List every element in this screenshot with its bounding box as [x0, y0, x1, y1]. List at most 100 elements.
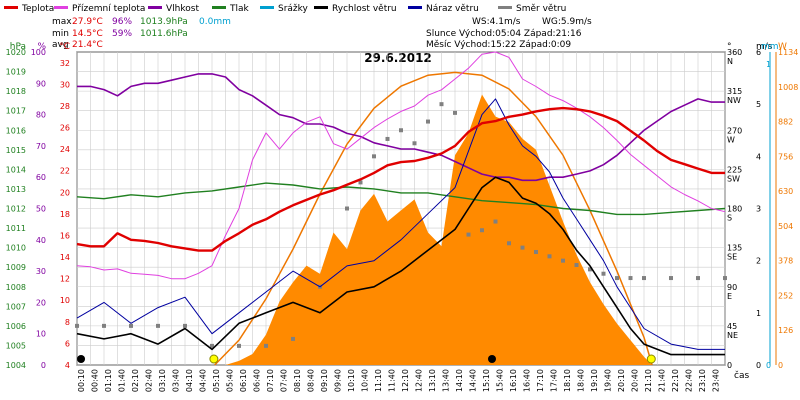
temperature-axis-tick-label: 10 — [60, 296, 70, 305]
radiation-tick-label: 0 — [778, 361, 783, 370]
direction-compass-label: S — [727, 214, 732, 223]
legend-label-srazky: Srážky — [278, 4, 309, 14]
wind-direction-point — [561, 258, 565, 263]
humidity-axis-tick-label: 20 — [36, 298, 46, 307]
wind-direction-point — [412, 141, 417, 146]
legend-label-teplota: Teplota — [21, 4, 54, 14]
x-tick-label: 19:10 — [590, 369, 599, 392]
temperature-axis-tick-label: 12 — [60, 275, 70, 284]
pressure-axis-tick-label: 1019 — [6, 68, 26, 77]
legend-label-tlak: Tlak — [229, 4, 250, 14]
radiation-tick-label: 126 — [778, 326, 793, 335]
direction-compass-label: SW — [727, 174, 740, 183]
wind-direction-point — [183, 323, 187, 328]
x-tick-label: 09:10 — [320, 369, 329, 392]
legend-swatch-rychlost — [314, 6, 328, 9]
x-tick-label: 20:10 — [617, 369, 626, 392]
temperature-axis-tick-label: 16 — [60, 231, 70, 240]
x-tick-label: 07:10 — [266, 369, 275, 392]
legend-label-smer: Směr větru — [516, 4, 566, 14]
wind-direction-point — [358, 180, 363, 185]
series-vlhkost — [77, 73, 725, 182]
wind-direction-point — [480, 228, 484, 233]
wind-direction-point — [156, 323, 160, 328]
sunrise-marker — [209, 354, 219, 364]
temperature-axis-tick-label: 32 — [60, 59, 70, 68]
stat-max-press: 1013.9hPa — [140, 17, 188, 27]
legend-swatch-vlhkost — [148, 6, 162, 9]
pressure-axis-tick-label: 1008 — [6, 283, 26, 292]
wind-direction-point — [453, 110, 457, 115]
humidity-axis-title: % — [37, 42, 46, 52]
wind-direction-point — [237, 343, 241, 348]
radiation-tick-label: 378 — [778, 257, 793, 266]
radiation-axis-title: W — [778, 42, 787, 52]
x-tick-label: 11:40 — [388, 369, 397, 392]
legend-label-prizemni: Přízemní teplota — [72, 4, 145, 14]
wind-direction-point — [574, 263, 579, 268]
temperature-axis-tick-label: 20 — [60, 188, 70, 197]
x-tick-label: 02:40 — [145, 369, 154, 392]
legend-swatch-smer — [498, 6, 512, 9]
humidity-axis-tick-label: 50 — [36, 205, 46, 214]
temperature-axis-tick-label: 8 — [65, 318, 70, 327]
wind-direction-point — [75, 323, 79, 328]
legend-swatch-tlak — [212, 6, 226, 9]
x-tick-label: 18:40 — [577, 369, 586, 392]
x-tick-label: 01:10 — [104, 369, 113, 392]
pressure-axis-tick-label: 1006 — [6, 322, 26, 331]
x-tick-label: 12:40 — [415, 369, 424, 392]
temperature-axis-tick-label: 14 — [60, 253, 70, 262]
pressure-axis-tick-label: 1013 — [6, 185, 26, 194]
legend-label-vlhkost: Vlhkost — [166, 4, 199, 14]
x-tick-label: 21:40 — [658, 369, 667, 392]
temperature-axis-tick-label: 24 — [60, 145, 70, 154]
radiation-tick-label: 1008 — [778, 83, 798, 92]
wind-direction-point — [102, 323, 106, 328]
radiation-theoretical-line — [214, 71, 653, 366]
radiation-tick-label: 756 — [778, 152, 793, 161]
stat-min-hum: 59% — [112, 29, 132, 39]
stat-moon: Měsíc Východ:15:22 Západ:0:09 — [426, 40, 571, 50]
direction-tick-label: 90 — [727, 283, 737, 292]
x-tick-label: 11:10 — [374, 369, 383, 392]
wind-direction-point — [723, 276, 727, 281]
radiation-tick-label: 504 — [778, 222, 793, 231]
legend-swatch-teplota — [4, 6, 18, 9]
x-tick-label: 06:10 — [239, 369, 248, 392]
x-tick-label: 23:40 — [712, 369, 721, 392]
humidity-axis-tick-label: 80 — [36, 111, 46, 120]
chart-date-title: 29.6.2012 — [364, 51, 432, 65]
stat-sun: Slunce Východ:05:04 Západ:21:16 — [426, 29, 582, 39]
direction-tick-label: 180 — [727, 205, 742, 214]
x-tick-label: 05:40 — [226, 369, 235, 392]
x-tick-label: 00:40 — [91, 369, 100, 392]
wind-direction-point — [372, 154, 376, 159]
wind-direction-point — [615, 276, 619, 281]
radiation-tick-label: 1134 — [778, 48, 798, 57]
moonset-marker — [77, 355, 86, 363]
rain-axis-title: mm — [761, 42, 779, 52]
x-tick-label: 21:10 — [644, 369, 653, 392]
wind-direction-point — [696, 276, 700, 281]
series-rychlost — [76, 176, 725, 356]
x-tick-label: 03:40 — [172, 369, 181, 392]
x-tick-label: 13:10 — [428, 369, 437, 392]
pressure-axis-tick-label: 1018 — [6, 87, 26, 96]
stat-max-rain: 0.0mm — [199, 17, 231, 27]
direction-tick-label: 225 — [727, 165, 742, 174]
x-tick-label: 00:10 — [77, 369, 86, 392]
stat-min-press: 1011.6hPa — [140, 29, 188, 39]
wind-direction-point — [466, 232, 471, 237]
wind-axis-title: m/s — [756, 42, 773, 52]
stat-max-label: max — [52, 17, 72, 27]
temperature-axis-tick-label: 22 — [60, 167, 70, 176]
temperature-axis-title: °C — [59, 42, 70, 52]
wind-direction-point — [534, 249, 538, 254]
temperature-axis-tick-label: 28 — [60, 102, 70, 111]
radiation-area — [225, 94, 653, 365]
direction-tick-label: 315 — [727, 87, 742, 96]
wind-tick-label: 3 — [756, 205, 761, 214]
direction-tick-label: 0 — [727, 361, 732, 370]
